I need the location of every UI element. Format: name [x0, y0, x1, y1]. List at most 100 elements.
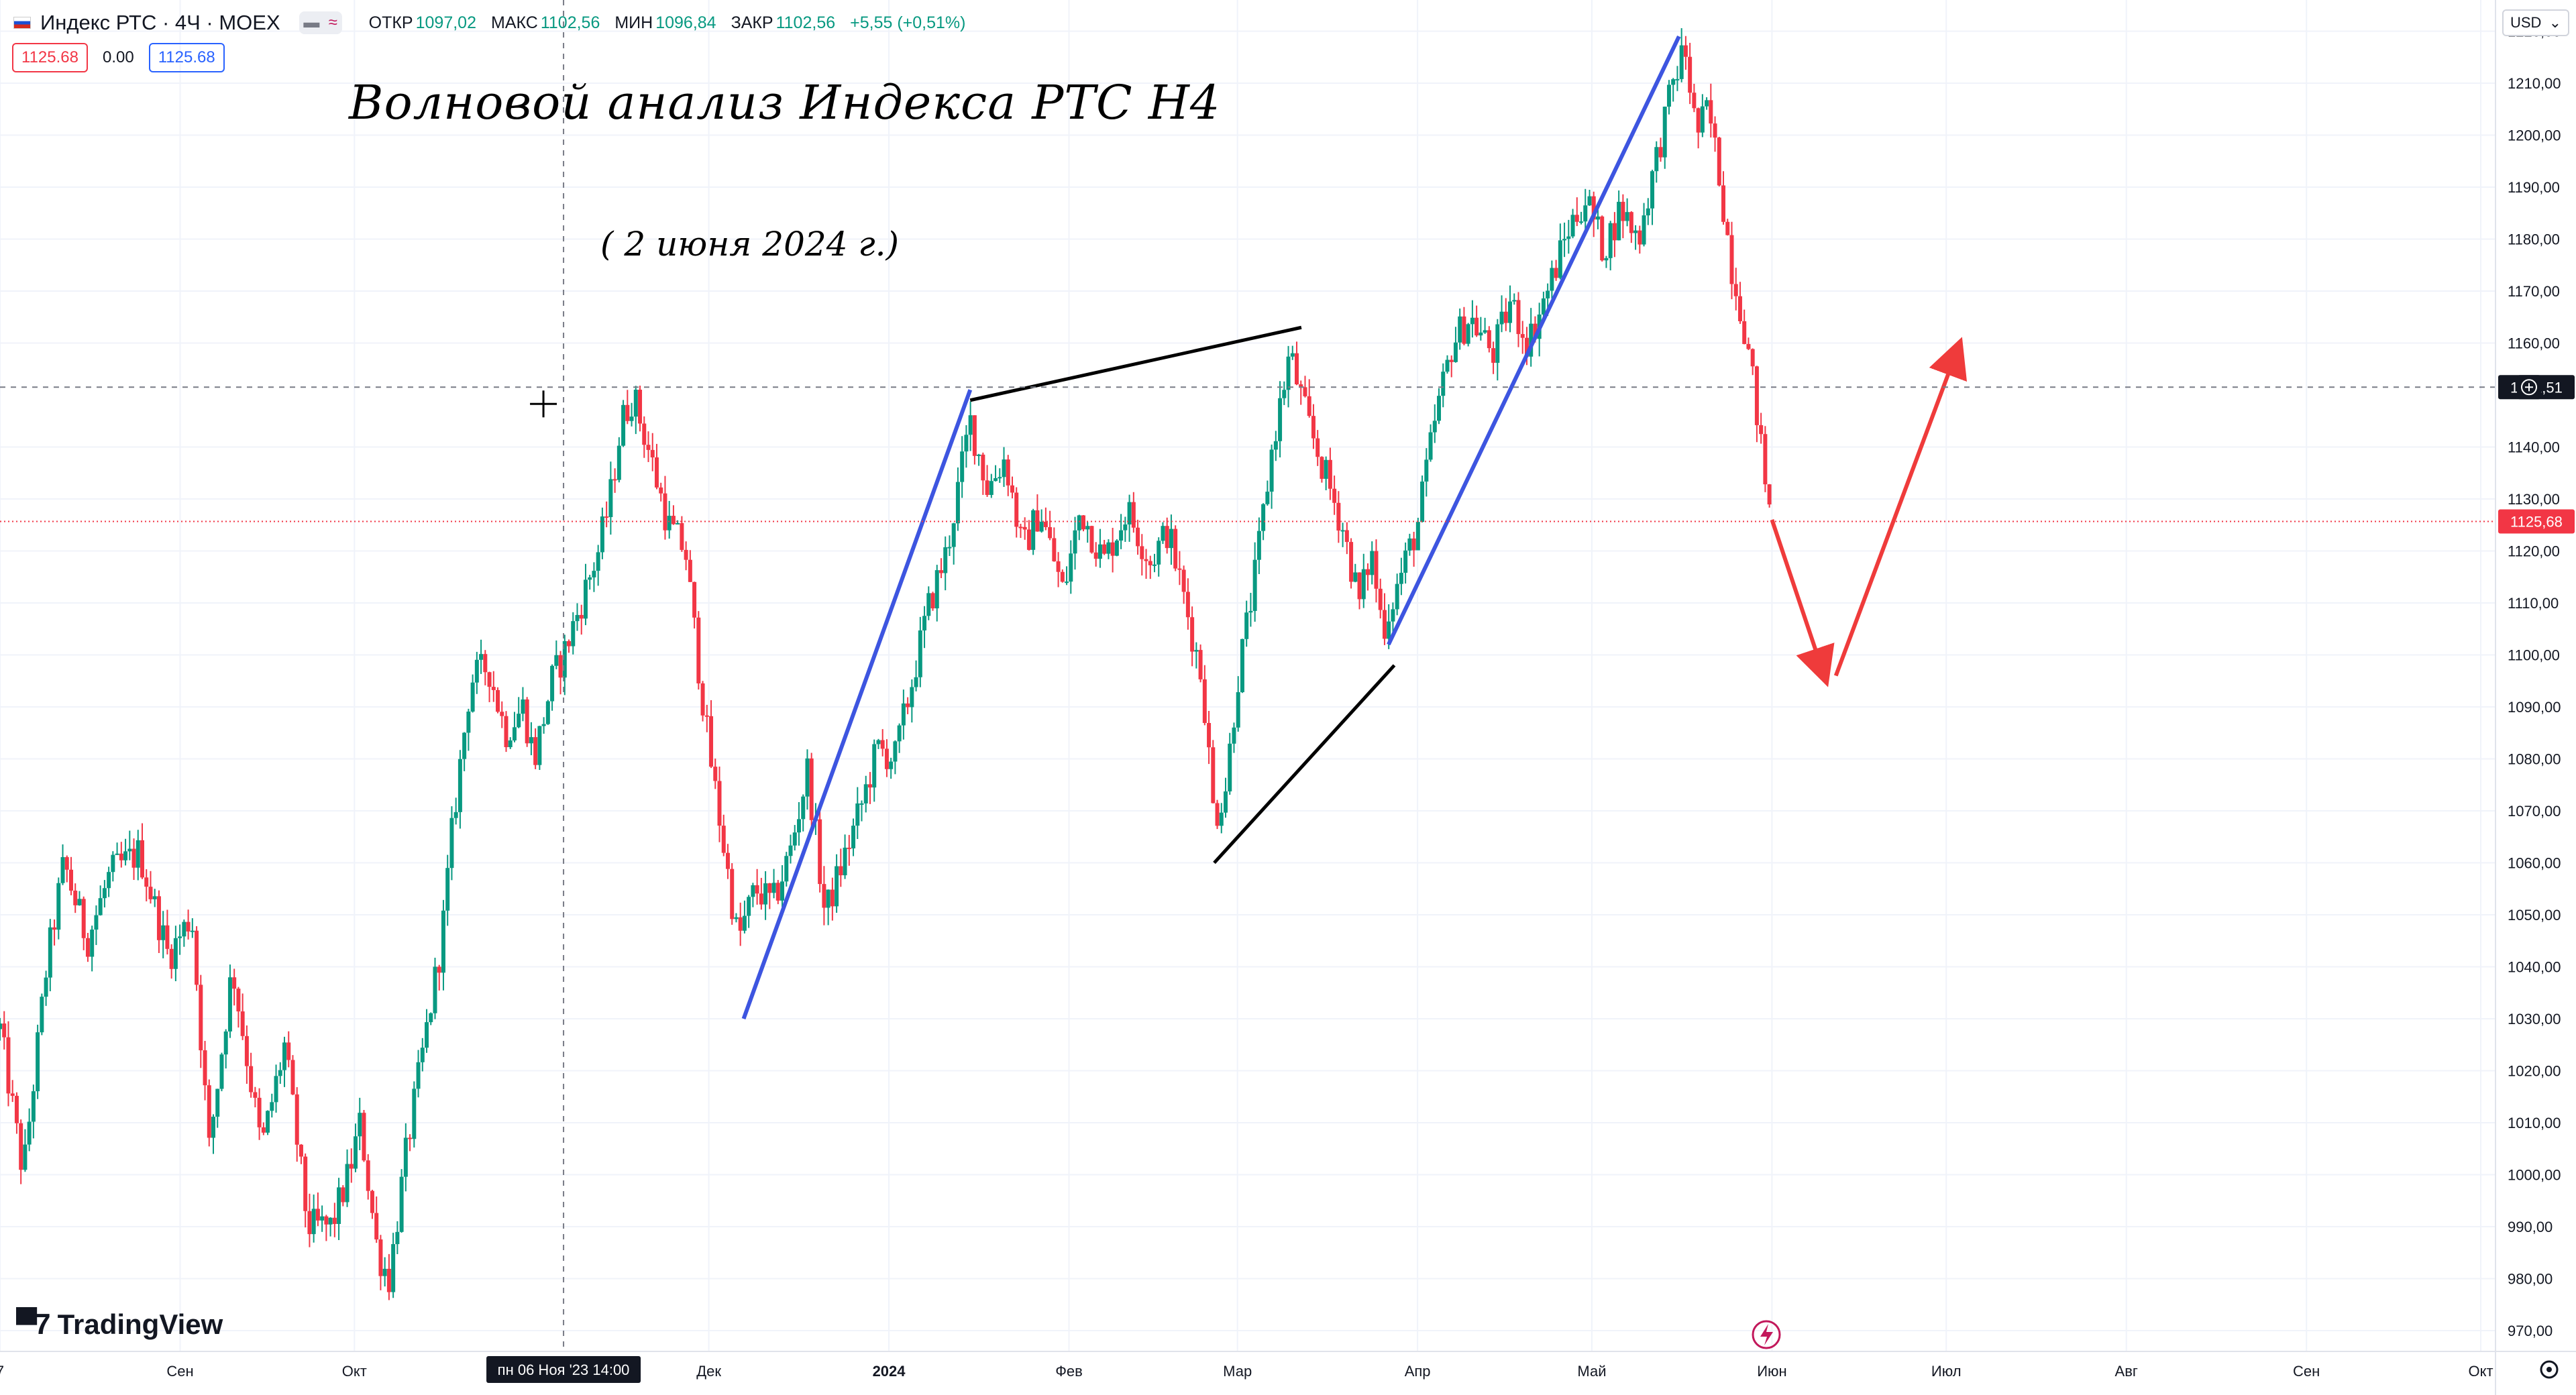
candle-body	[792, 832, 797, 846]
candle-body	[621, 404, 626, 446]
candle-body	[412, 1089, 417, 1139]
black-line-drawing	[969, 325, 1302, 402]
candle-body	[1097, 544, 1102, 559]
candle-body	[1499, 311, 1504, 325]
candle-body	[85, 938, 90, 957]
candle-body	[1278, 398, 1283, 441]
candle-body	[1336, 502, 1341, 531]
open-value: 1097,02	[415, 13, 476, 32]
candle-body	[73, 890, 78, 905]
time-tick-label: Сен	[2293, 1363, 2320, 1380]
candle-body	[14, 1095, 19, 1123]
candle-body	[307, 1211, 312, 1235]
symbol-title[interactable]: Индекс РТС · 4Ч · MOEX	[40, 11, 280, 34]
candle-body	[332, 1217, 337, 1224]
candle-body	[328, 1217, 333, 1225]
candle-body	[374, 1213, 379, 1240]
candle-body	[1508, 301, 1513, 323]
candle-body	[161, 925, 166, 940]
visibility-toggle[interactable]: ▬ ≈	[299, 11, 342, 34]
candle-body	[140, 840, 145, 878]
candle-body	[1320, 457, 1324, 479]
candle-body	[366, 1160, 370, 1191]
candle-body	[696, 617, 701, 683]
candle-body	[751, 885, 755, 897]
candle-body	[562, 640, 567, 678]
candle-body	[1617, 201, 1621, 241]
candle-body	[646, 445, 651, 450]
candle-body	[1232, 727, 1236, 744]
candle-body	[94, 915, 99, 930]
annotation-title[interactable]: Волновой анализ Индекса РТС H4	[349, 75, 1221, 130]
candle-body	[851, 826, 856, 848]
time-tick-label: Дек	[696, 1363, 721, 1380]
price-tick-label: 1210,00	[2508, 75, 2561, 92]
candle-body	[612, 479, 617, 481]
candle-body	[575, 614, 580, 622]
annotation-date[interactable]: ( 2 июня 2024 г.)	[600, 225, 900, 264]
candle-body	[1295, 353, 1299, 385]
candle-body	[354, 1136, 358, 1169]
plus-circle-icon	[2521, 379, 2537, 396]
candle-body	[52, 927, 57, 930]
candle-body	[600, 516, 604, 553]
candle-body	[227, 977, 232, 1031]
candle-body	[1265, 492, 1270, 504]
candle-body	[311, 1209, 316, 1235]
candle-body	[1039, 521, 1044, 532]
blue-line-drawing	[1387, 35, 1681, 646]
candle-body	[425, 1022, 429, 1048]
tradingview-logo[interactable]: ▀7 TradingView	[16, 1308, 223, 1341]
candle-body	[186, 922, 191, 932]
sell-price-button[interactable]: 1125.68	[12, 43, 88, 72]
candle-body	[0, 1023, 2, 1029]
candle-body	[809, 758, 814, 820]
candle-body	[1546, 290, 1550, 298]
candle-body	[1746, 343, 1751, 349]
currency-select[interactable]: USD ⌄	[2502, 9, 2569, 36]
candle-body	[934, 570, 939, 609]
price-axis[interactable]: 970,00 980,00 990,00 1000,00 1010,00 1020,00 1…	[2495, 0, 2561, 1395]
candle-body	[370, 1190, 374, 1213]
low-label: МИН	[614, 13, 653, 32]
candle-body	[429, 1013, 433, 1023]
candle-body	[1503, 311, 1508, 323]
candle-body	[10, 1093, 15, 1096]
high-label: МАКС	[491, 13, 538, 32]
candle-body	[1721, 185, 1726, 222]
candle-body	[784, 856, 789, 882]
candle-body	[1458, 316, 1462, 343]
candle-body	[1316, 438, 1320, 457]
candle-body	[725, 852, 730, 869]
candle-body	[529, 737, 533, 744]
time-axis[interactable]: 7 Сен Окт Дек 2024 Фев Мар Апр Май Июн Июл Авг Сен Ок…	[0, 1351, 2576, 1380]
candle-body	[688, 559, 692, 582]
candle-body	[203, 1050, 207, 1086]
candle-body	[466, 712, 471, 733]
candle-body	[169, 948, 174, 969]
price-tick-label: 1160,00	[2508, 335, 2560, 352]
candle-body	[1579, 221, 1584, 223]
candle-body	[1357, 572, 1362, 600]
candle-body	[1470, 317, 1474, 325]
candle-body	[403, 1137, 408, 1177]
candle-body	[391, 1244, 396, 1292]
gear-icon[interactable]	[2540, 1360, 2559, 1379]
candle-body	[261, 1127, 266, 1133]
buy-price-button[interactable]: 1125.68	[148, 43, 225, 72]
candle-body	[324, 1216, 329, 1225]
candle-body	[474, 659, 479, 683]
candle-body	[1717, 137, 1721, 186]
last-price-label: 1125,68	[2510, 513, 2563, 530]
candle-body	[278, 1070, 282, 1076]
price-tick-label: 1010,00	[2508, 1115, 2561, 1131]
candle-body	[517, 714, 521, 728]
candle-body	[1307, 396, 1311, 416]
lightning-icon[interactable]	[1752, 1320, 1781, 1349]
candle-body	[1479, 332, 1483, 336]
candle-body	[1181, 569, 1186, 592]
candle-body	[244, 1036, 249, 1066]
price-tick-label: 1040,00	[2508, 959, 2561, 976]
candle-body	[44, 977, 48, 997]
